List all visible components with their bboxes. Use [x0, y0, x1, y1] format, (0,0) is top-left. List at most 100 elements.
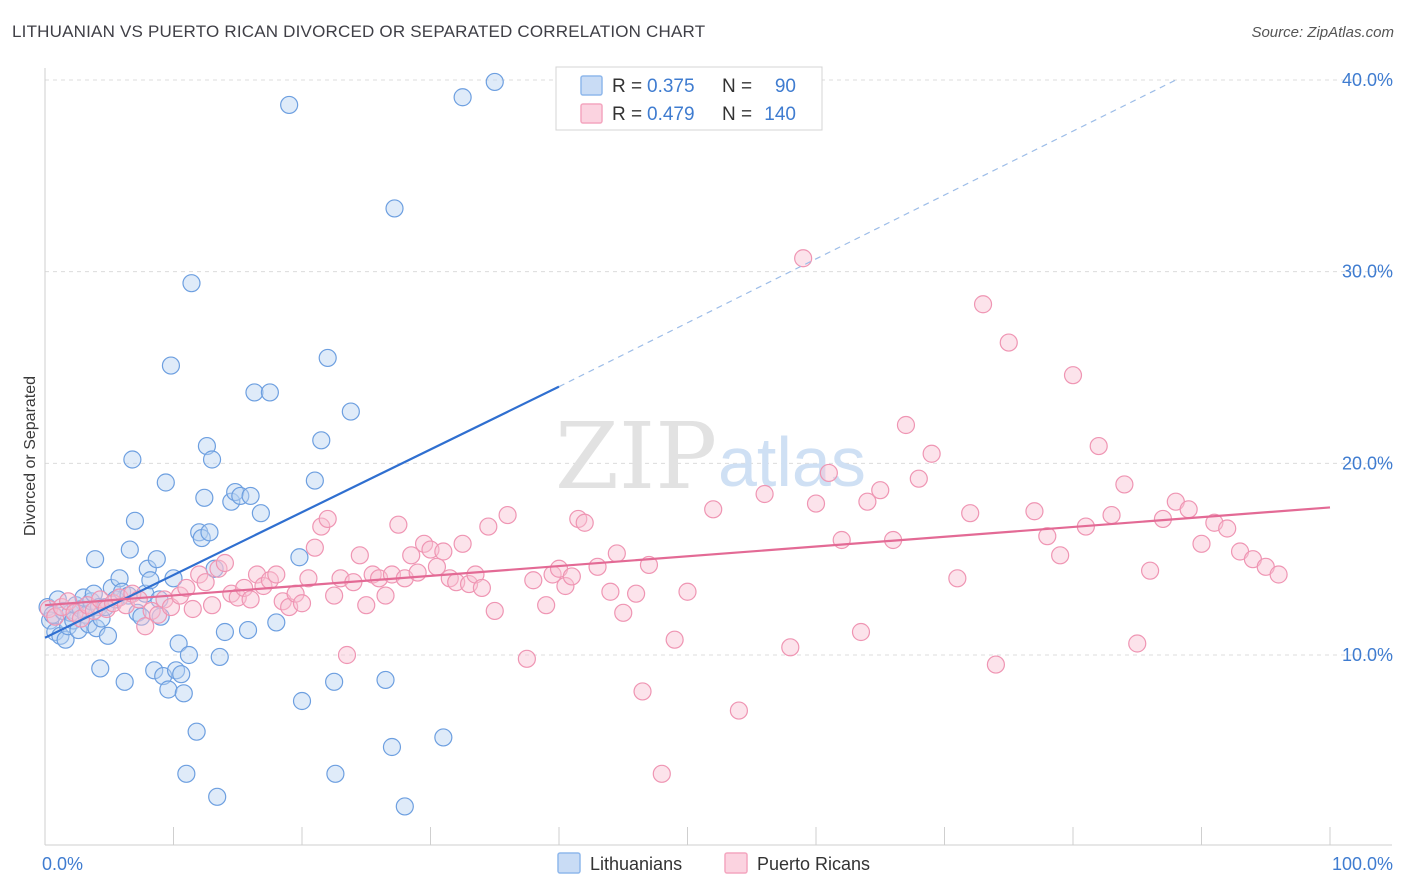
- puerto-rican-point: [896, 415, 916, 435]
- puerto-rican-point: [704, 500, 723, 519]
- lithuanian-point: [159, 680, 178, 699]
- puerto-rican-point: [434, 542, 453, 561]
- grid-lines: [45, 79, 1392, 656]
- lithuanian-point: [251, 504, 270, 523]
- lithuanian-point: [156, 473, 175, 492]
- y-tick-label: 40.0%: [1342, 70, 1393, 90]
- lithuanian-point: [318, 348, 337, 368]
- puerto-rican-point: [665, 630, 684, 649]
- lithuanian-trend-line: [44, 385, 560, 639]
- lithuanian-point: [177, 764, 196, 783]
- legend-swatch-lithuanians: [580, 75, 603, 96]
- x-tick-label-min: 0.0%: [42, 854, 83, 874]
- y-tick-label: 30.0%: [1342, 262, 1393, 282]
- puerto-rican-point: [472, 578, 491, 598]
- puerto-rican-point: [781, 638, 800, 657]
- puerto-rican-point: [350, 546, 369, 565]
- trend-lines: [44, 79, 1331, 639]
- puerto-rican-point: [1051, 546, 1070, 565]
- lithuanian-point: [395, 797, 414, 816]
- puerto-rican-point: [408, 563, 427, 582]
- lithuanian-point: [169, 634, 188, 653]
- lithuanian-point: [385, 199, 404, 218]
- legend-r-value-1: 0.375: [647, 76, 695, 97]
- puerto-rican-point: [1140, 561, 1160, 580]
- lithuanian-trend-extension: [558, 79, 1177, 388]
- lithuanian-point: [326, 764, 345, 783]
- puerto-rican-point: [806, 494, 826, 513]
- y-tick-label: 10.0%: [1342, 645, 1393, 665]
- watermark-atlas: atlas: [718, 423, 866, 501]
- lithuanian-point: [305, 471, 324, 490]
- puerto-rican-point: [1025, 502, 1044, 521]
- puerto-rican-point: [562, 567, 581, 586]
- y-axis-label: Divorced or Separated: [22, 376, 39, 536]
- watermark-zip: ZIP: [555, 403, 717, 510]
- puerto-rican-point: [794, 249, 813, 268]
- puerto-rican-point: [961, 504, 980, 523]
- axes: [44, 68, 1392, 846]
- puerto-rican-point: [485, 601, 504, 621]
- puerto-rican-point: [948, 569, 967, 588]
- lithuanian-point: [434, 728, 453, 747]
- lithuanian-point: [202, 450, 222, 469]
- puerto-rican-point: [626, 584, 646, 603]
- legend-r-label-1: R =: [612, 76, 642, 97]
- legend-r-label-2: R =: [612, 104, 642, 125]
- puerto-rican-point: [305, 538, 324, 557]
- lithuanian-point: [241, 486, 260, 506]
- puerto-rican-point: [136, 617, 155, 636]
- puerto-rican-point: [986, 655, 1006, 674]
- puerto-rican-point: [588, 557, 607, 576]
- lithuanian-point: [182, 274, 201, 293]
- puerto-rican-point: [614, 603, 633, 622]
- puerto-rican-point: [678, 582, 697, 601]
- puerto-rican-point: [325, 586, 344, 605]
- legend-r-value-2: 0.479: [647, 104, 695, 125]
- legend-swatch-puerto-ricans: [580, 103, 603, 124]
- lithuanian-point: [102, 578, 121, 598]
- lithuanian-point: [179, 645, 199, 665]
- lithuanian-point: [145, 661, 164, 680]
- puerto-rican-point: [479, 517, 498, 536]
- puerto-rican-point: [871, 481, 890, 500]
- series-lithuanians: [38, 72, 504, 816]
- lithuanian-point: [147, 550, 166, 569]
- puerto-rican-point: [453, 534, 472, 553]
- legend-n-label-1: N =: [722, 76, 752, 97]
- bottom-legend-lithuanians: Lithuanians: [590, 854, 682, 874]
- lithuanian-point: [161, 356, 181, 375]
- puerto-rican-point: [1218, 519, 1237, 538]
- lithuanian-point: [197, 436, 217, 456]
- puerto-rican-point: [851, 622, 871, 642]
- puerto-rican-point: [402, 546, 421, 565]
- puerto-rican-point: [1269, 565, 1288, 584]
- puerto-rican-point: [601, 582, 620, 601]
- bottom-legend-swatch-lithuanians: [557, 852, 581, 874]
- lithuanian-point: [222, 492, 241, 511]
- puerto-rican-point: [1102, 505, 1121, 525]
- puerto-rican-point: [607, 544, 626, 563]
- puerto-rican-point: [973, 295, 993, 314]
- puerto-rican-point: [183, 599, 202, 619]
- puerto-rican-point: [235, 578, 254, 598]
- puerto-rican-point: [1115, 475, 1134, 494]
- puerto-rican-point: [267, 565, 286, 584]
- puerto-rican-point: [177, 578, 196, 598]
- puerto-rican-point: [524, 571, 543, 590]
- lithuanian-point: [267, 613, 286, 632]
- puerto-rican-point: [337, 645, 357, 665]
- lithuanian-point: [86, 550, 105, 569]
- lithuanian-point: [215, 622, 234, 642]
- puerto-rican-point: [389, 515, 408, 534]
- puerto-rican-point: [729, 701, 749, 720]
- stats-legend: R = 0.375 N = 90 R = 0.479 N = 140: [555, 66, 823, 131]
- x-tick-label-max: 100.0%: [1332, 854, 1393, 874]
- legend-n-value-1: 90: [775, 76, 796, 97]
- chart-title: LITHUANIAN VS PUERTO RICAN DIVORCED OR S…: [12, 22, 706, 41]
- puerto-rican-point: [575, 513, 594, 532]
- puerto-rican-point: [1089, 436, 1108, 456]
- puerto-rican-point: [59, 592, 78, 611]
- lithuanian-point: [187, 722, 206, 741]
